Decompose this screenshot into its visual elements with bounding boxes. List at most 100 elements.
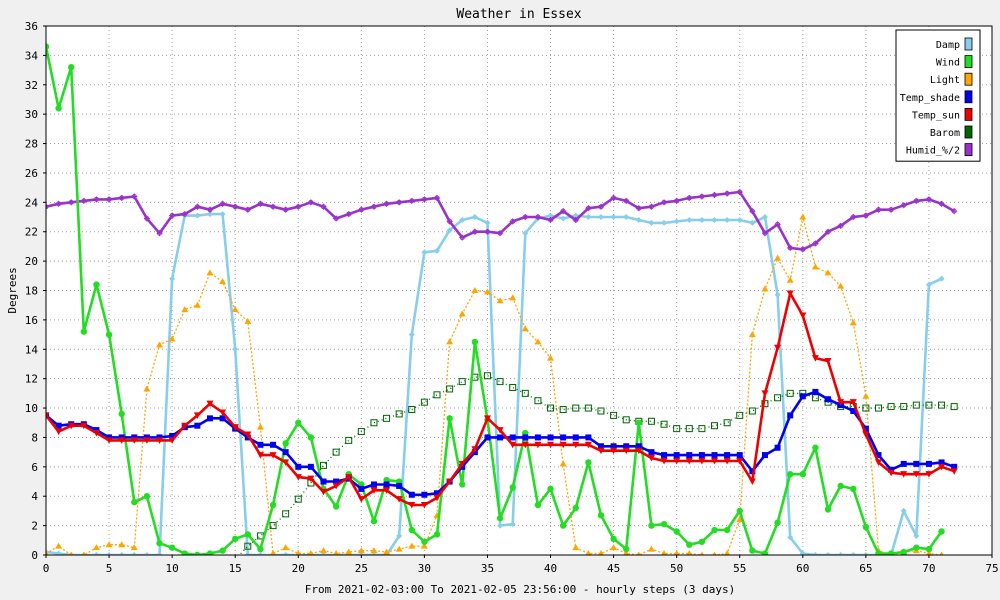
- data-point: [925, 281, 932, 288]
- data-point: [862, 212, 869, 219]
- y-tick-label: 22: [25, 226, 38, 239]
- data-point: [874, 459, 882, 466]
- data-point: [383, 487, 391, 494]
- plot-border: [45, 25, 993, 556]
- data-point: [610, 447, 618, 455]
- data-point: [559, 406, 567, 414]
- data-point: [636, 551, 641, 555]
- data-point: [131, 498, 138, 506]
- data-point: [497, 434, 504, 441]
- data-point: [156, 540, 163, 547]
- legend-label: Wind: [936, 58, 960, 69]
- series-temp-sun: [46, 290, 958, 509]
- legend-label: Humid_%/2: [906, 146, 960, 157]
- data-point: [913, 532, 920, 539]
- legend-swatch: [964, 55, 973, 68]
- data-point: [748, 331, 756, 338]
- data-point: [862, 431, 870, 439]
- data-point: [257, 545, 264, 553]
- data-point: [623, 545, 630, 553]
- data-point: [597, 512, 605, 519]
- data-point: [559, 441, 567, 449]
- data-point: [67, 422, 75, 430]
- data-point: [584, 441, 592, 449]
- data-point: [698, 216, 705, 223]
- data-point: [711, 216, 718, 223]
- data-point: [434, 247, 441, 254]
- data-point: [383, 414, 391, 422]
- data-point: [471, 446, 479, 453]
- data-point: [647, 545, 655, 552]
- data-point: [749, 219, 756, 226]
- data-point: [610, 194, 617, 201]
- data-point: [370, 487, 378, 494]
- data-point: [912, 401, 920, 409]
- data-point: [332, 448, 340, 456]
- data-point: [622, 416, 630, 424]
- data-point: [131, 193, 138, 200]
- data-point: [55, 542, 63, 549]
- data-point: [118, 552, 125, 555]
- data-point: [270, 441, 277, 448]
- data-point: [370, 203, 377, 210]
- data-point: [774, 394, 782, 402]
- data-point: [723, 526, 731, 534]
- data-point: [496, 515, 504, 522]
- data-point: [458, 310, 466, 317]
- data-point: [585, 434, 592, 441]
- data-point: [522, 434, 529, 441]
- data-point: [408, 406, 416, 414]
- data-point: [282, 206, 289, 213]
- data-point: [647, 455, 655, 462]
- x-axis-label: From 2021-02-03:00 To 2021-02-05 23:56:0…: [305, 583, 735, 596]
- data-point: [206, 400, 214, 408]
- data-point: [888, 206, 895, 213]
- data-point: [370, 481, 377, 488]
- y-tick-label: 0: [31, 549, 38, 562]
- data-point: [711, 457, 719, 465]
- data-point: [597, 443, 604, 450]
- data-point: [698, 193, 705, 200]
- data-point: [648, 449, 655, 456]
- data-point: [635, 443, 642, 450]
- data-point: [825, 552, 832, 555]
- data-point: [913, 460, 920, 467]
- data-point: [370, 552, 377, 555]
- data-point: [849, 399, 857, 406]
- data-point: [168, 335, 176, 342]
- data-point: [46, 43, 50, 50]
- data-point: [320, 478, 327, 485]
- data-point: [748, 478, 756, 486]
- data-point: [471, 287, 479, 293]
- data-point: [295, 550, 302, 555]
- data-point: [206, 211, 213, 218]
- data-point: [357, 428, 365, 436]
- data-point: [661, 452, 668, 459]
- data-point: [295, 419, 302, 426]
- data-point: [206, 550, 214, 555]
- data-point: [106, 552, 113, 555]
- legend-label: Temp_sun: [912, 110, 960, 121]
- data-point: [269, 501, 277, 509]
- data-point: [345, 474, 353, 481]
- data-point: [156, 437, 164, 444]
- data-point: [483, 372, 491, 380]
- data-point: [194, 551, 201, 555]
- data-point: [786, 470, 794, 478]
- y-axis-label: Degrees: [6, 267, 19, 313]
- data-point: [850, 407, 857, 414]
- data-point: [307, 475, 315, 483]
- data-point: [900, 471, 908, 478]
- data-point: [92, 544, 100, 551]
- data-point: [396, 482, 403, 489]
- data-point: [623, 550, 630, 555]
- data-point: [850, 552, 857, 555]
- data-point: [357, 496, 365, 503]
- data-point: [875, 550, 882, 555]
- data-point: [685, 425, 693, 433]
- data-point: [799, 312, 807, 319]
- data-point: [459, 234, 466, 241]
- data-point: [875, 452, 882, 459]
- data-point: [534, 441, 542, 449]
- legend-swatch: [964, 108, 973, 121]
